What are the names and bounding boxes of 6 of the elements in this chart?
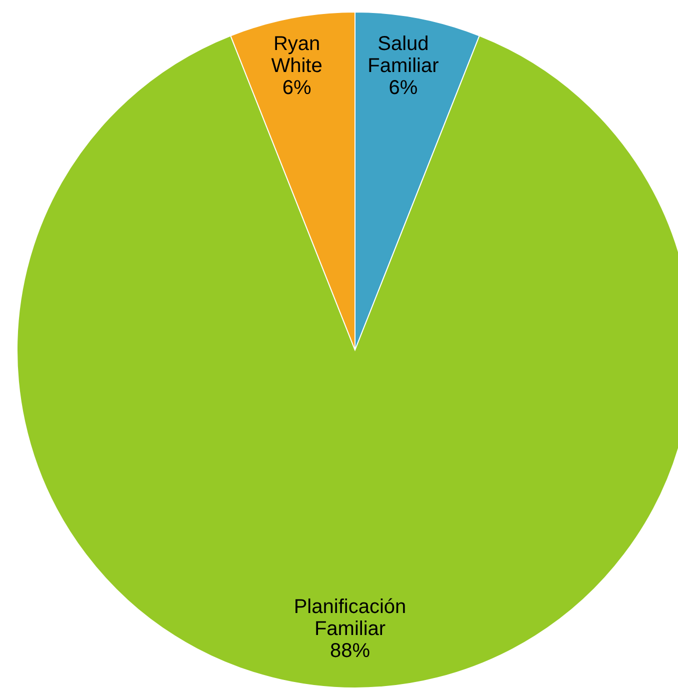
- data-label: 6%: [282, 77, 312, 100]
- slice-label: Planificación Familiar: [294, 596, 406, 640]
- data-label: 88%: [330, 640, 370, 662]
- data-label: 6%: [388, 77, 418, 100]
- slice-label: Ryan White: [271, 33, 322, 78]
- slice-label: Salud Familiar: [368, 33, 440, 78]
